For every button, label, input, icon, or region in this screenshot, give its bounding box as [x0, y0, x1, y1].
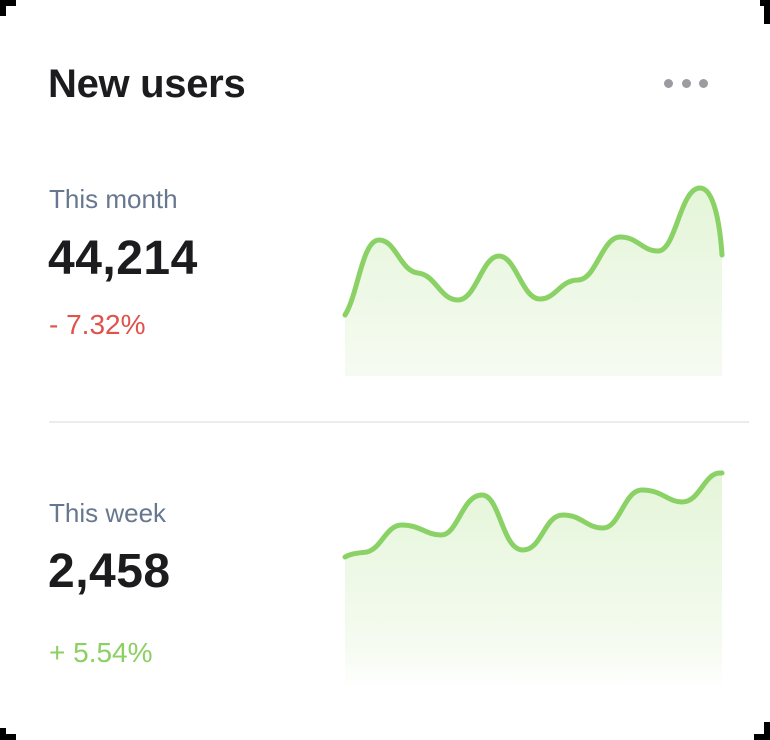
corner-mark-top-right [760, 0, 770, 6]
corner-mark-top-left [0, 0, 16, 6]
card-title: New users [48, 62, 246, 106]
stat-label: This week [49, 498, 167, 528]
corner-mark-top-left [0, 0, 6, 16]
stat-label: This month [49, 184, 178, 214]
section-divider [49, 421, 749, 423]
corner-mark-bottom-left [0, 734, 16, 740]
sparkline-area [345, 188, 722, 376]
sparkline-line [342, 470, 725, 560]
sparkline-chart-week [342, 470, 725, 690]
stat-change-positive: + 5.54% [49, 637, 153, 668]
corner-mark-bottom-right [764, 722, 770, 740]
more-horizontal-icon [699, 78, 708, 88]
stat-value: 2,458 [48, 545, 171, 598]
sparkline-line [342, 185, 725, 318]
more-options-button[interactable] [658, 72, 714, 94]
corner-mark-bottom-right [754, 734, 770, 740]
stat-value: 44,214 [48, 232, 198, 285]
stat-change-negative: - 7.32% [49, 309, 146, 340]
corner-mark-top-right [764, 0, 770, 24]
more-horizontal-icon [681, 78, 691, 88]
sparkline-area [345, 473, 722, 690]
sparkline-chart-month [342, 185, 725, 376]
more-horizontal-icon [664, 78, 673, 88]
corner-mark-bottom-left [0, 728, 6, 740]
